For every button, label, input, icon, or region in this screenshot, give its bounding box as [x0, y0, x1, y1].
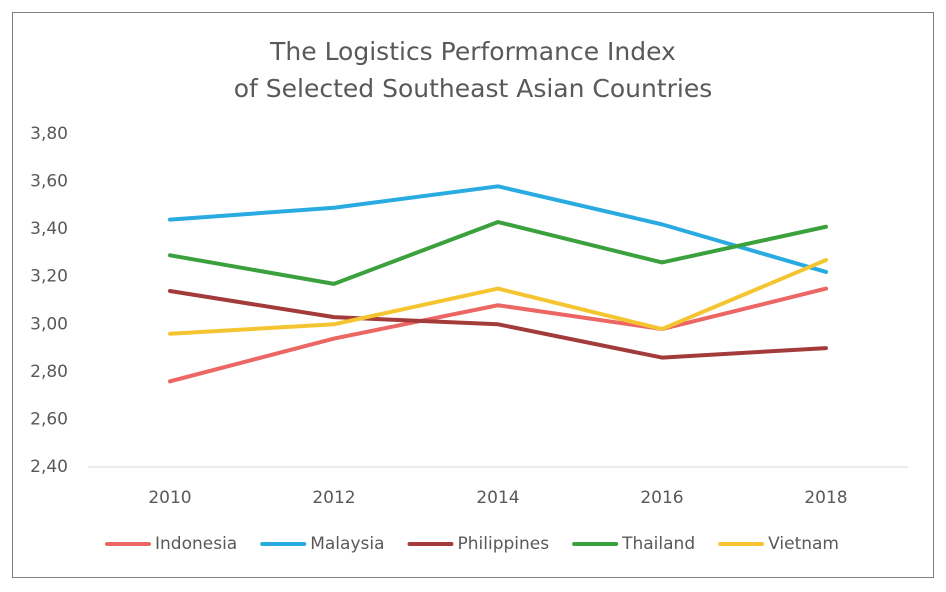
legend-label: Thailand: [621, 534, 695, 554]
series-line: [168, 286, 828, 384]
series-line: [168, 184, 828, 274]
y-tick-label: 3,00: [30, 314, 68, 334]
y-tick-label: 3,60: [30, 172, 68, 192]
series-line: [168, 220, 828, 286]
y-tick-label: 2,80: [30, 362, 68, 382]
x-tick-label: 2018: [804, 488, 847, 508]
x-tick-label: 2012: [312, 488, 355, 508]
legend-label: Vietnam: [768, 534, 839, 554]
y-tick-label: 3,80: [30, 124, 68, 144]
x-tick-label: 2014: [476, 488, 519, 508]
x-tick-label: 2016: [640, 488, 683, 508]
y-tick-label: 2,40: [30, 457, 68, 477]
y-tick-label: 3,40: [30, 219, 68, 239]
x-tick-label: 2010: [148, 488, 191, 508]
series-line: [168, 288, 828, 360]
legend-label: Indonesia: [155, 534, 237, 554]
chart-title: The Logistics Performance Index: [269, 37, 676, 66]
chart-subtitle: of Selected Southeast Asian Countries: [234, 74, 713, 103]
y-tick-label: 2,60: [30, 409, 68, 429]
legend-label: Philippines: [458, 534, 550, 554]
series-line: [168, 258, 828, 336]
legend-label: Malaysia: [310, 534, 384, 554]
y-tick-label: 3,20: [30, 267, 68, 287]
